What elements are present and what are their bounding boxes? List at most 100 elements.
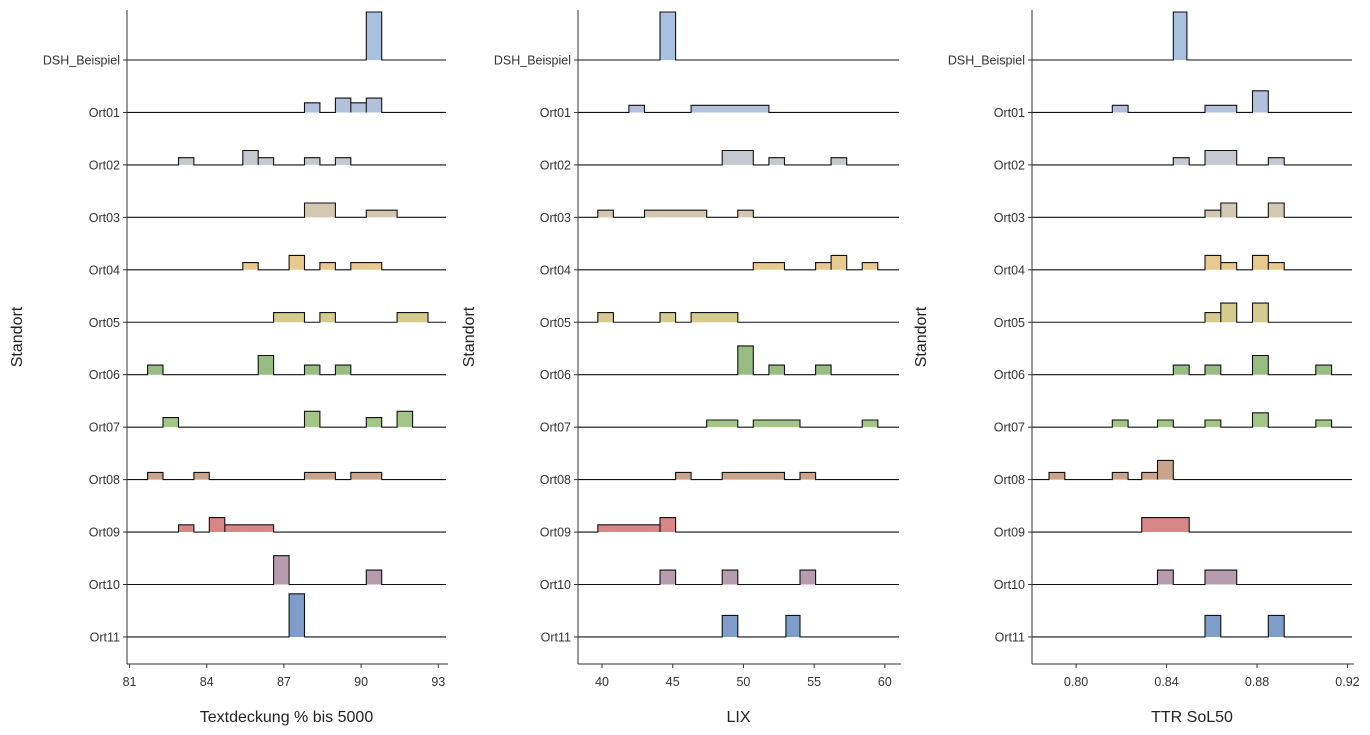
ridge-fill-ort11-panel-1: [289, 593, 305, 637]
ridge-outline-ort06-panel-1: [127, 354, 446, 376]
y-tick-label-ort11-panel-1: Ort11: [90, 630, 120, 644]
ridge-fill-ort09-panel-3: [1141, 517, 1190, 533]
ridge-outline-ort11-panel-3: [1032, 614, 1352, 638]
ridge-outline-ort08-panel-2: [578, 471, 899, 481]
ridge-outline-ort11-panel-1: [127, 593, 446, 638]
y-tick-label-ort11-panel-3: Ort11: [995, 630, 1025, 644]
y-axis-title-panel-3: Standort: [913, 306, 930, 367]
y-tick-label-ort04-panel-1: Ort04: [89, 263, 120, 277]
ridge-fill-ort07-panel-1: [163, 411, 413, 428]
ridge-outline-ort07-panel-2: [578, 419, 899, 428]
y-tick-label-ort05-panel-3: Ort05: [994, 316, 1025, 330]
x-axis-title-panel-3: TTR SoL50: [1151, 709, 1233, 726]
ridge-fill-ort01-panel-1: [304, 98, 382, 113]
y-tick-label-ort05-panel-1: Ort05: [89, 316, 120, 330]
y-tick-label-ort01-panel-3: Ort01: [994, 106, 1025, 120]
ridge-outline-ort11-panel-2: [578, 614, 899, 638]
x-axis-title-panel-1: Textdeckung % bis 5000: [200, 709, 374, 726]
ridge-outline-ort01-panel-1: [127, 97, 446, 113]
y-tick-label-ort09-panel-3: Ort09: [994, 526, 1025, 540]
ridge-outline-ort07-panel-3: [1032, 412, 1352, 428]
x-tick-label-panel-2: 55: [807, 675, 821, 689]
y-axis-title-panel-1: Standort: [9, 306, 26, 367]
ridge-outline-dsh_beispiel-panel-1: [127, 11, 446, 61]
ridge-fill-ort05-panel-1: [273, 312, 428, 323]
y-tick-label-ort07-panel-2: Ort07: [540, 421, 571, 435]
y-tick-label-ort06-panel-2: Ort06: [540, 368, 571, 382]
y-tick-label-ort06-panel-3: Ort06: [994, 368, 1025, 382]
y-tick-label-ort02-panel-3: Ort02: [994, 158, 1025, 172]
ridge-fill-ort07-panel-3: [1112, 412, 1332, 428]
x-tick-label-panel-1: 93: [431, 675, 445, 689]
x-tick-label-panel-1: 81: [123, 675, 137, 689]
ridge-fill-dsh_beispiel-panel-3: [1173, 12, 1187, 60]
y-tick-label-ort02-panel-1: Ort02: [89, 158, 120, 172]
ridge-outline-ort03-panel-1: [127, 202, 446, 218]
ridge-outline-ort02-panel-2: [578, 149, 899, 166]
ridge-outline-ort04-panel-1: [127, 254, 446, 271]
x-tick-label-panel-2: 40: [595, 675, 609, 689]
ridge-outline-dsh_beispiel-panel-3: [1032, 11, 1352, 61]
y-tick-label-ort09-panel-2: Ort09: [540, 526, 571, 540]
y-tick-label-ort07-panel-1: Ort07: [89, 421, 120, 435]
y-tick-label-ort03-panel-3: Ort03: [994, 211, 1025, 225]
ridge-outline-dsh_beispiel-panel-2: [578, 11, 899, 61]
ridge-outline-ort06-panel-3: [1032, 354, 1352, 376]
x-tick-label-panel-2: 50: [736, 675, 750, 689]
x-tick-label-panel-1: 84: [200, 675, 214, 689]
ridge-outline-ort05-panel-3: [1032, 302, 1352, 323]
y-tick-label-ort08-panel-2: Ort08: [540, 473, 571, 487]
ridge-fill-ort10-panel-3: [1157, 570, 1237, 585]
y-tick-label-ort04-panel-2: Ort04: [540, 263, 571, 277]
ridge-outline-ort06-panel-2: [578, 345, 899, 376]
y-tick-label-ort02-panel-2: Ort02: [540, 158, 571, 172]
ridge-outline-ort10-panel-1: [127, 555, 446, 586]
ridge-outline-ort01-panel-2: [578, 104, 899, 113]
ridge-outline-ort04-panel-3: [1032, 254, 1352, 271]
ridge-outline-ort05-panel-2: [578, 312, 899, 323]
ridge-outline-ort01-panel-3: [1032, 90, 1352, 113]
x-tick-label-panel-2: 45: [666, 675, 680, 689]
x-tick-label-panel-3: 0.92: [1335, 675, 1359, 689]
x-tick-label-panel-3: 0.88: [1245, 675, 1269, 689]
ridge-fill-ort11-panel-3: [1205, 615, 1285, 637]
ridge-fill-ort03-panel-1: [304, 203, 398, 218]
y-tick-label-ort11-panel-2: Ort11: [541, 630, 571, 644]
x-tick-label-panel-3: 0.84: [1154, 675, 1178, 689]
ridge-outline-ort09-panel-1: [127, 517, 446, 533]
ridge-fill-dsh_beispiel-panel-2: [660, 12, 676, 60]
ridge-fill-ort08-panel-3: [1049, 460, 1174, 480]
y-tick-label-ort03-panel-2: Ort03: [540, 211, 571, 225]
ridge-fill-ort04-panel-3: [1205, 255, 1285, 270]
ridge-outline-ort09-panel-2: [578, 517, 899, 533]
y-tick-label-ort07-panel-3: Ort07: [994, 421, 1025, 435]
x-tick-label-panel-3: 0.80: [1064, 675, 1088, 689]
ridge-fill-ort03-panel-3: [1205, 203, 1285, 218]
ridge-fill-dsh_beispiel-panel-1: [366, 12, 382, 60]
ridge-fill-ort10-panel-1: [273, 555, 382, 585]
y-tick-label-ort08-panel-1: Ort08: [89, 473, 120, 487]
ridge-fill-ort04-panel-1: [242, 255, 382, 270]
y-tick-label-ort10-panel-2: Ort10: [540, 578, 571, 592]
y-tick-label-dsh_beispiel-panel-1: DSH_Beispiel: [43, 54, 120, 68]
ridge-fill-ort08-panel-2: [675, 472, 816, 480]
ridge-fill-ort02-panel-3: [1173, 150, 1285, 165]
ridge-outline-ort08-panel-3: [1032, 459, 1352, 481]
y-tick-label-dsh_beispiel-panel-3: DSH_Beispiel: [948, 54, 1025, 68]
ridge-outline-ort03-panel-2: [578, 209, 899, 218]
ridge-fill-ort08-panel-1: [147, 472, 382, 480]
x-tick-label-panel-1: 90: [354, 675, 368, 689]
ridge-outline-ort08-panel-1: [127, 471, 446, 481]
ridge-outline-ort09-panel-3: [1032, 517, 1352, 533]
x-axis-title-panel-2: LIX: [726, 709, 750, 726]
ridge-fill-ort01-panel-3: [1112, 90, 1269, 113]
ridge-outline-ort10-panel-3: [1032, 569, 1352, 586]
ridge-fill-ort07-panel-2: [706, 420, 878, 428]
y-tick-label-ort09-panel-1: Ort09: [89, 526, 120, 540]
ridge-outline-ort07-panel-1: [127, 410, 446, 428]
x-tick-label-panel-1: 87: [277, 675, 291, 689]
y-tick-label-ort04-panel-3: Ort04: [994, 263, 1025, 277]
x-tick-label-panel-2: 60: [878, 675, 892, 689]
